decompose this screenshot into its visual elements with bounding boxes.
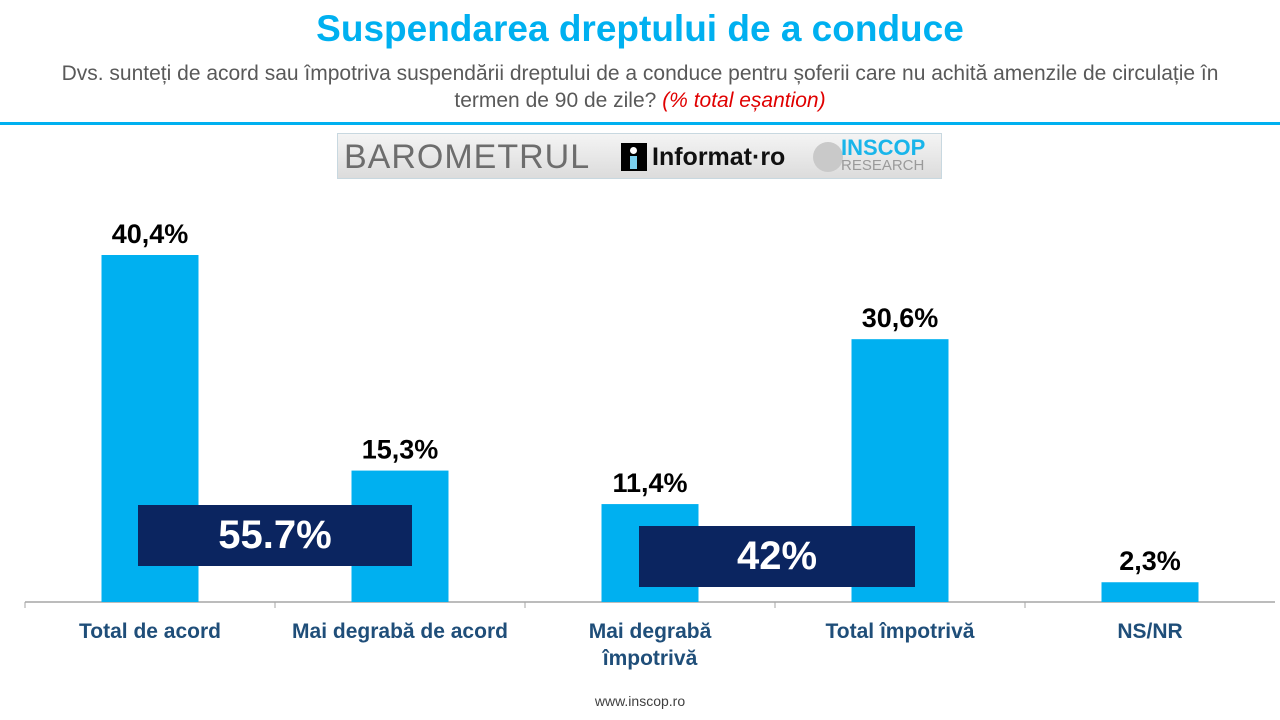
footer-url: www.inscop.ro [594, 693, 686, 709]
barometer-logo-banner: BAROMETRUL Informat·ro INSCOP RESEARCH [337, 133, 942, 179]
subtitle-note: (% total eșantion) [662, 89, 826, 112]
informat-logo-text: Informat·ro [652, 143, 786, 171]
title-divider [0, 122, 1280, 125]
category-label: Total de acord [79, 620, 221, 643]
data-label: 15,3% [362, 435, 439, 465]
against-total-annotation: 42% [639, 526, 915, 587]
chart-subtitle: Dvs. sunteți de acord sau împotriva susp… [60, 60, 1220, 114]
data-label: 40,4% [112, 219, 189, 249]
category-label: NS/NR [1117, 620, 1183, 643]
subtitle-question: Dvs. sunteți de acord sau împotriva susp… [61, 62, 1219, 112]
inscop-logo-text: INSCOP [841, 135, 926, 160]
category-label: Mai degrabă împotrivă [588, 620, 712, 670]
data-label: 11,4% [612, 468, 687, 498]
research-logo-text: RESEARCH [841, 157, 925, 174]
category-label: Mai degrabă de acord [292, 620, 508, 643]
informat-icon [621, 143, 647, 171]
barometrul-logo-text: BAROMETRUL [344, 138, 591, 176]
bar [1101, 582, 1199, 602]
chart-title: Suspendarea dreptului de a conduce [316, 8, 964, 49]
data-label: 2,3% [1119, 546, 1181, 576]
category-label: Total împotrivă [825, 620, 975, 643]
inscop-logo-icon [813, 142, 843, 172]
data-label: 30,6% [862, 303, 939, 333]
agree-total-annotation: 55.7% [138, 505, 412, 566]
